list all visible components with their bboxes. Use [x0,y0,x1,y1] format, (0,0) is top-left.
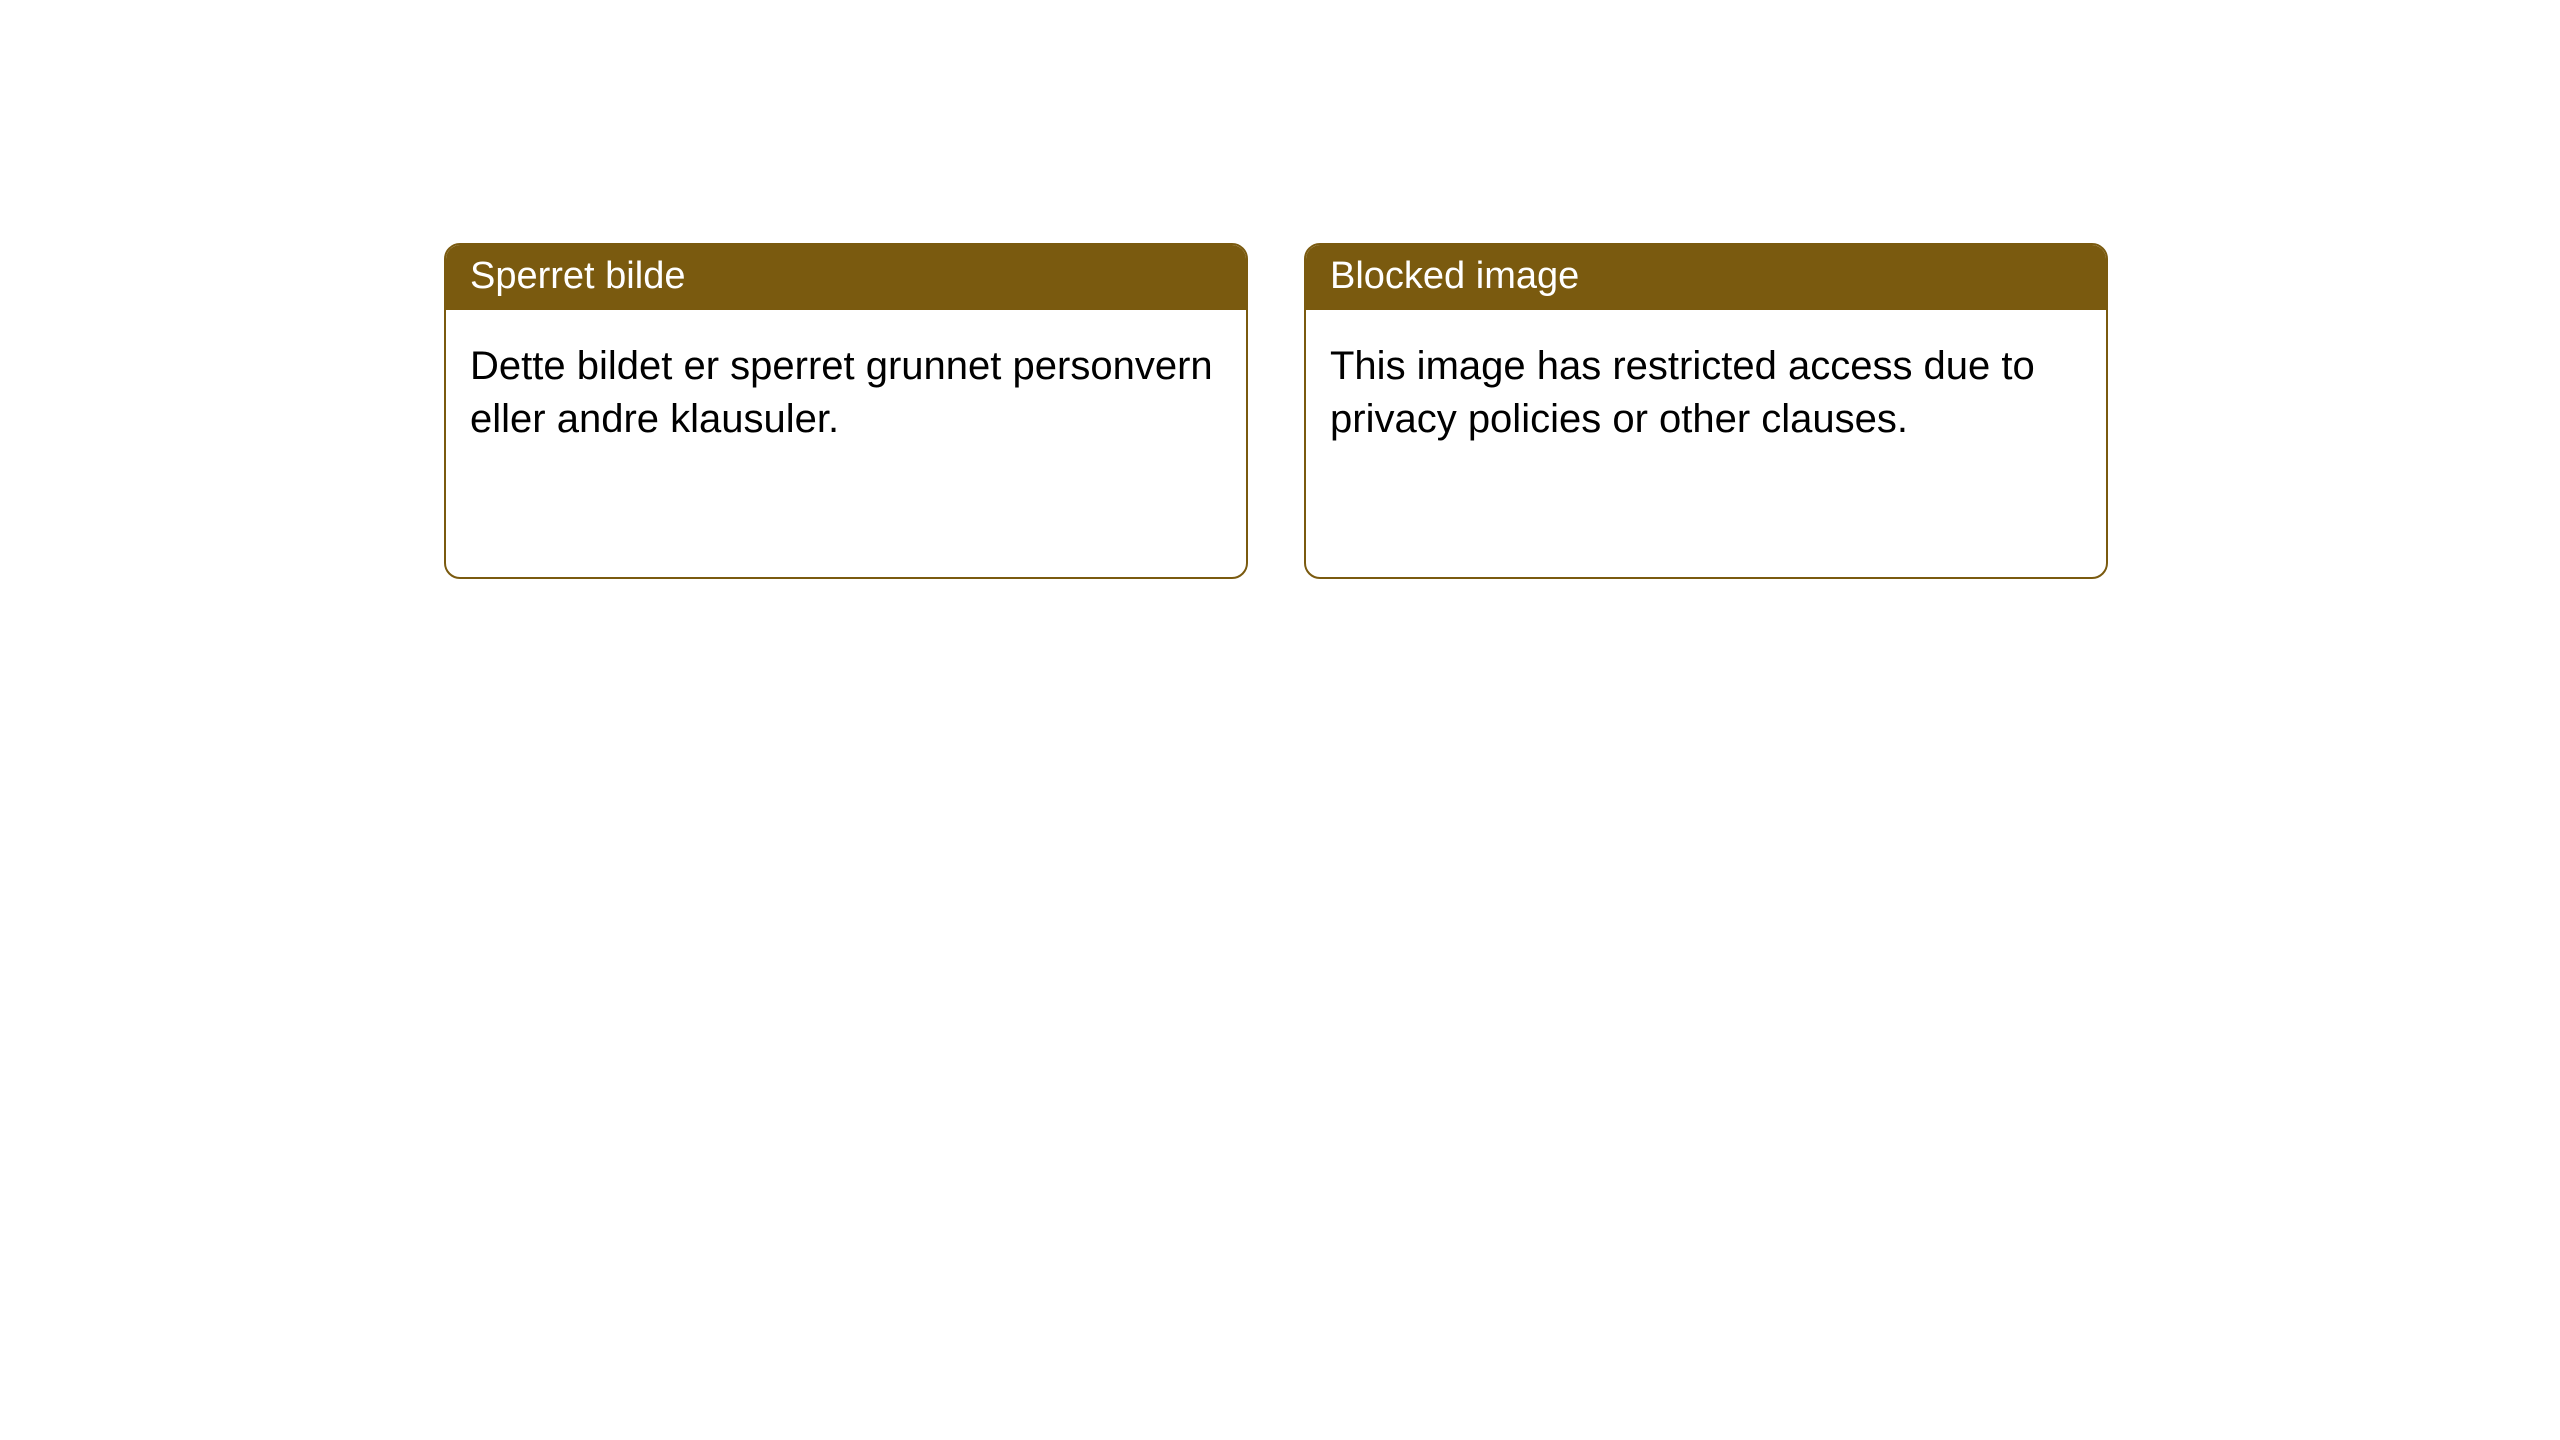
card-body-no: Dette bildet er sperret grunnet personve… [446,310,1246,476]
card-header-no: Sperret bilde [446,245,1246,310]
card-body-en: This image has restricted access due to … [1306,310,2106,476]
blocked-image-card-no: Sperret bilde Dette bildet er sperret gr… [444,243,1248,579]
blocked-image-card-en: Blocked image This image has restricted … [1304,243,2108,579]
card-header-en: Blocked image [1306,245,2106,310]
notice-container: Sperret bilde Dette bildet er sperret gr… [444,243,2108,579]
